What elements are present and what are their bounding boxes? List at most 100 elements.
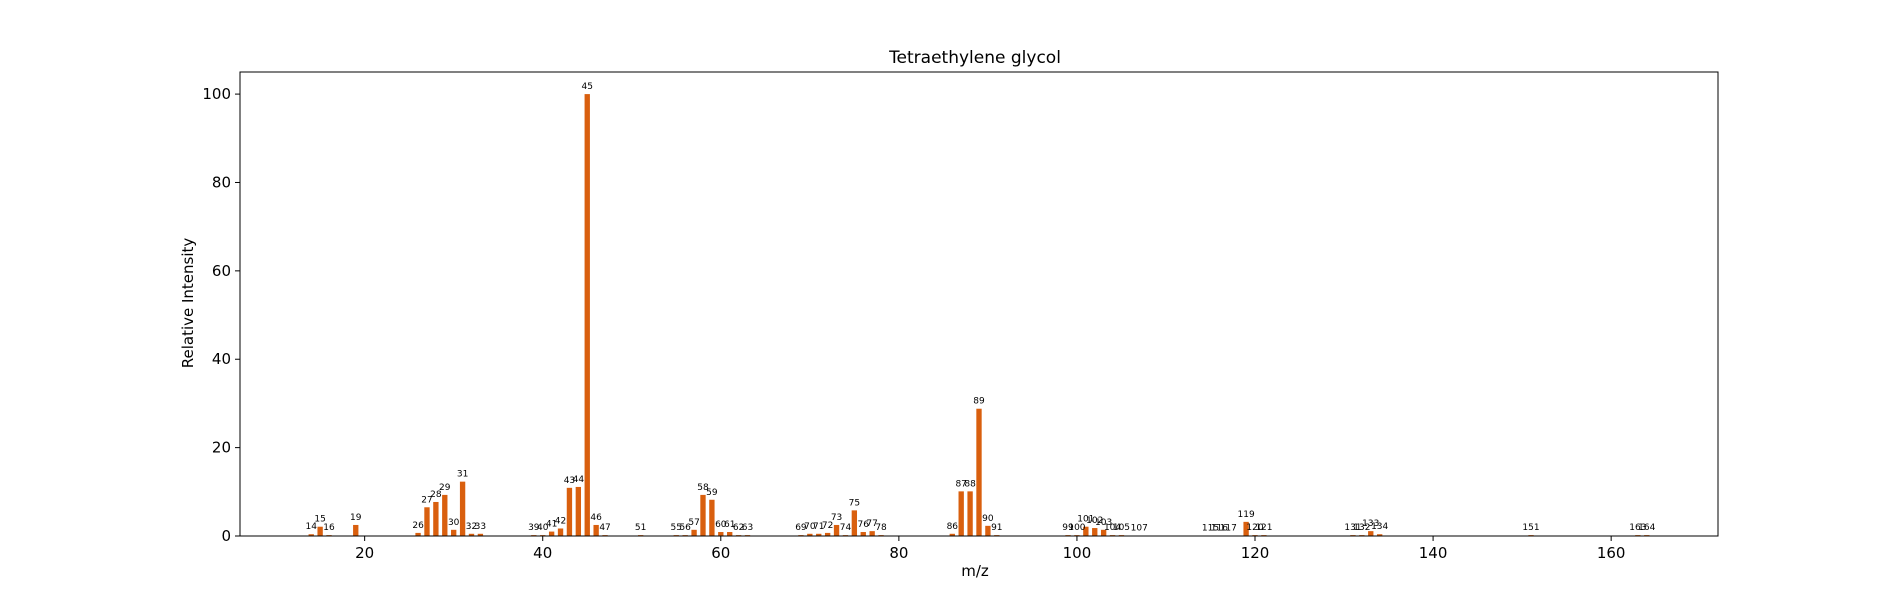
peak-label: 77: [866, 519, 877, 529]
peak-bar: [1100, 529, 1107, 536]
peak-bar: [985, 525, 991, 536]
peak-label: 87: [955, 479, 966, 489]
peak-label: 40: [537, 523, 549, 533]
peak-bar: [317, 526, 323, 536]
peak-label: 101: [1077, 515, 1094, 525]
peak-bar: [976, 408, 982, 536]
x-tick-label: 140: [1419, 544, 1448, 562]
x-tick-label: 60: [711, 544, 730, 562]
peak-bar: [833, 524, 840, 536]
peak-bar: [415, 532, 421, 536]
peak-bar: [718, 532, 724, 536]
peak-label: 74: [840, 523, 852, 533]
peak-label: 89: [973, 397, 985, 407]
peak-bar: [709, 499, 715, 536]
peak-label: 39: [528, 523, 540, 533]
peak-bar: [451, 529, 457, 536]
peak-label: 72: [822, 521, 833, 531]
peak-label: 105: [1113, 523, 1130, 533]
peak-bar: [967, 491, 973, 536]
peak-label: 133: [1362, 519, 1379, 529]
peak-label: 42: [555, 516, 566, 526]
peak-label: 163: [1629, 523, 1646, 533]
peak-label: 71: [813, 522, 824, 532]
y-tick-label: 100: [202, 85, 231, 103]
peak-label: 61: [724, 520, 735, 530]
peak-bar: [308, 534, 314, 536]
peak-label: 134: [1371, 522, 1388, 532]
peak-label: 132: [1353, 523, 1370, 533]
peak-label: 102: [1086, 516, 1103, 526]
peak-label: 29: [439, 483, 451, 493]
peak-label: 51: [635, 523, 646, 533]
peak-bar: [433, 501, 439, 536]
peak-label: 55: [671, 523, 682, 533]
x-tick-label: 160: [1597, 544, 1626, 562]
peak-bar: [566, 487, 573, 536]
peak-label: 43: [564, 476, 575, 486]
peak-label: 60: [715, 520, 727, 530]
peak-label: 14: [306, 522, 318, 532]
peak-bar: [1368, 531, 1374, 536]
peak-label: 19: [350, 513, 362, 523]
peak-label: 73: [831, 513, 842, 523]
peak-label: 104: [1104, 523, 1121, 533]
y-tick-label: 0: [221, 527, 231, 545]
peak-bar: [727, 532, 733, 536]
peak-bar: [958, 491, 964, 536]
peak-bar: [575, 486, 582, 536]
peak-label: 26: [412, 521, 424, 531]
peak-label: 99: [1062, 523, 1074, 533]
peak-label: 164: [1638, 523, 1655, 533]
plot-frame: [239, 71, 1719, 537]
x-axis-label: m/z: [961, 562, 989, 580]
peak-label: 86: [947, 522, 959, 532]
peak-label: 63: [742, 523, 753, 533]
peak-bar: [816, 533, 822, 536]
peak-bar: [442, 494, 448, 536]
peak-label: 91: [991, 523, 1002, 533]
peak-label: 69: [795, 523, 807, 533]
peak-bar: [807, 533, 813, 536]
peak-bar: [949, 533, 955, 536]
peak-label: 90: [982, 514, 994, 524]
peak-bar: [593, 524, 599, 536]
y-axis-label: Relative Intensity: [179, 238, 197, 369]
peak-label: 41: [546, 520, 557, 530]
peak-label: 116: [1211, 524, 1228, 534]
peak-label: 56: [679, 523, 691, 533]
y-tick-label: 60: [212, 262, 231, 280]
x-tick-label: 120: [1241, 544, 1270, 562]
peak-label: 32: [466, 522, 477, 532]
x-tick-label: 20: [355, 544, 374, 562]
peak-bar: [584, 94, 590, 536]
peak-label: 45: [582, 82, 593, 92]
peak-label: 121: [1255, 523, 1272, 533]
peak-label: 117: [1220, 524, 1237, 534]
peak-bar: [468, 533, 475, 536]
peak-label: 62: [733, 523, 744, 533]
peak-bar: [869, 531, 875, 536]
peak-label: 33: [475, 522, 486, 532]
peak-bar: [477, 533, 484, 536]
peak-label: 27: [421, 495, 432, 505]
peak-label: 107: [1131, 524, 1148, 534]
peak-bar: [557, 528, 564, 536]
peak-label: 120: [1246, 523, 1263, 533]
x-axis: 20 40 60 80 100 120 140 160: [355, 536, 1625, 562]
peak-bar: [424, 507, 430, 536]
x-tick-label: 100: [1063, 544, 1092, 562]
peak-bar: [1092, 528, 1098, 536]
peak-bar: [700, 494, 706, 536]
peak-bar: [851, 510, 858, 536]
peak-label: 88: [964, 479, 976, 489]
peak-label: 31: [457, 470, 468, 480]
peak-label: 15: [314, 515, 325, 525]
peak-label: 131: [1344, 523, 1361, 533]
peak-label: 46: [590, 513, 602, 523]
peak-label: 70: [804, 522, 816, 532]
y-tick-label: 20: [212, 439, 231, 457]
peak-label: 115: [1202, 524, 1219, 534]
